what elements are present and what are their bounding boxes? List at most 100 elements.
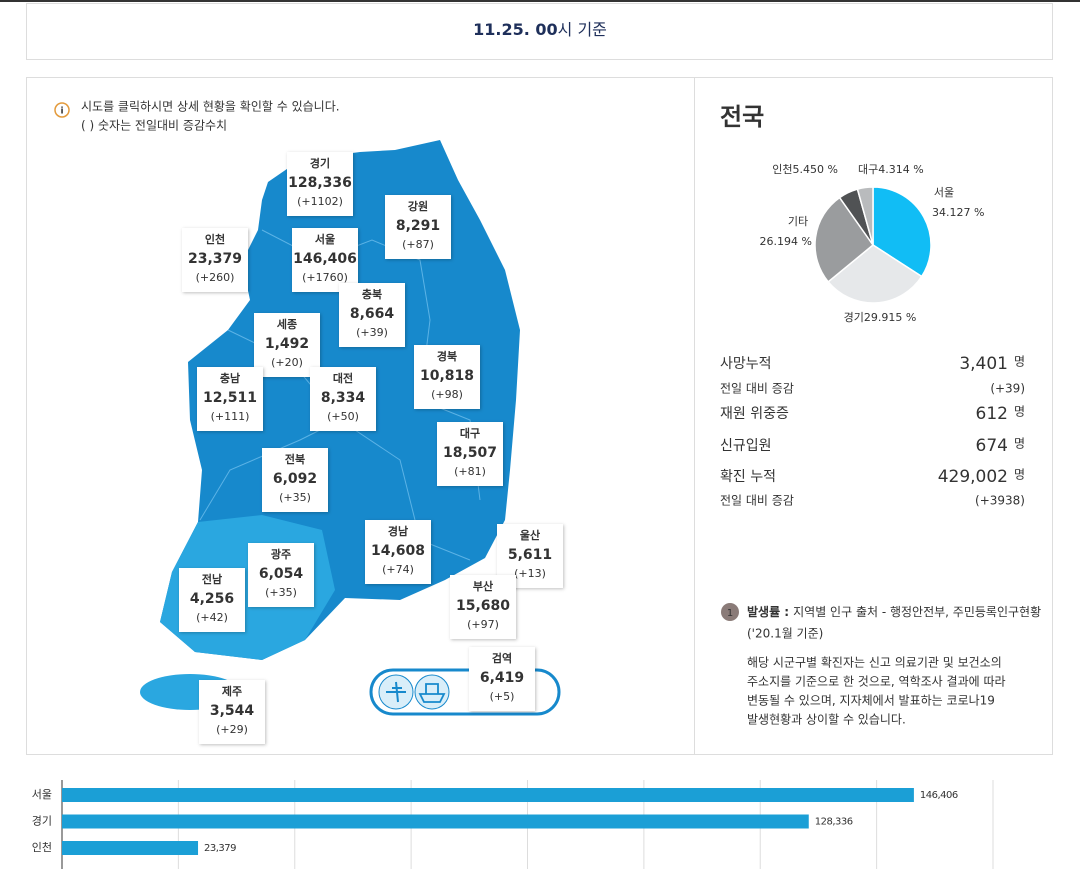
region-change: (+20): [271, 356, 303, 369]
pie-slice: [814, 196, 875, 283]
bar: [62, 841, 199, 855]
pie-slice: [827, 244, 923, 304]
region-label[interactable]: 대전 8,334 (+50): [310, 367, 376, 431]
region-label-box: [179, 568, 245, 632]
region-change: (+50): [327, 410, 359, 423]
region-label-box: [469, 647, 535, 711]
bar-value-label: 128,336: [815, 817, 853, 828]
region-change: (+111): [211, 410, 250, 423]
region-change: (+5): [490, 690, 515, 703]
region-count: 15,680: [456, 598, 510, 614]
region-label-box: [199, 680, 265, 744]
region-change: (+29): [216, 723, 248, 736]
region-count: 6,092: [273, 471, 317, 487]
region-change: (+39): [356, 326, 388, 339]
region-label[interactable]: 서울 146,406 (+1760): [292, 228, 358, 292]
region-label[interactable]: 경기 128,336 (+1102): [287, 152, 353, 216]
region-name: 충북: [362, 287, 382, 301]
region-count: 1,492: [265, 336, 309, 352]
region-label[interactable]: 검역 6,419 (+5): [469, 647, 535, 711]
region-count: 14,608: [371, 543, 425, 559]
region-name: 서울: [315, 232, 335, 246]
main-panel: [26, 77, 1053, 755]
pie-slice: [856, 186, 874, 246]
region-label[interactable]: 부산 15,680 (+97): [450, 575, 516, 639]
note: 시도를 클릭하시면 상세 현황을 확인할 수 있습니다.: [81, 100, 340, 114]
top-edge: [0, 0, 1080, 2]
footnote-term: 발생률 :: [747, 604, 789, 619]
bar: [62, 788, 914, 802]
region-label-box: [339, 283, 405, 347]
region-label[interactable]: 전북 6,092 (+35): [262, 448, 328, 512]
region-name: 대전: [333, 371, 353, 385]
region-name: 인천: [205, 232, 225, 246]
stat-unit: 명: [1014, 437, 1025, 451]
stat-value: 3,401: [959, 354, 1008, 374]
footnote-basis: ('20.1월 기준): [747, 627, 823, 641]
region-label-box: [450, 575, 516, 639]
region-count: 10,818: [420, 368, 474, 384]
region-label[interactable]: 전남 4,256 (+42): [179, 568, 245, 632]
pie-label-value: 29.915 %: [864, 311, 916, 324]
region-count: 8,334: [321, 390, 366, 406]
region-count: 5,611: [508, 547, 552, 563]
note: ( ) 숫자는 전일대비 증감수치: [81, 119, 227, 133]
region-count: 8,664: [350, 306, 395, 322]
region-label-box: [182, 228, 248, 292]
pie-label-value: 26.194 %: [760, 235, 812, 248]
region-label[interactable]: 세종 1,492 (+20): [254, 313, 320, 377]
region-label-box: [385, 195, 451, 259]
region-name: 경남: [388, 524, 408, 538]
region-count: 128,336: [288, 175, 352, 191]
region-name: 강원: [408, 199, 428, 213]
bar: [62, 814, 809, 829]
region-change: (+42): [196, 611, 228, 624]
region-label[interactable]: 경북 10,818 (+98): [414, 345, 480, 409]
header-box: [26, 3, 1053, 60]
stat-value: 612: [976, 404, 1008, 424]
stat-label: 사망누적: [720, 356, 772, 372]
region-change: (+97): [467, 618, 499, 631]
bar-value-label: 23,379: [204, 843, 236, 854]
pie-label-name: 경기: [844, 311, 864, 324]
region-label[interactable]: 제주 3,544 (+29): [199, 680, 265, 744]
stat-unit: 명: [1014, 405, 1025, 419]
pie-label-name: 인천: [772, 162, 792, 176]
stat-sub-label: 전일 대비 증감: [720, 494, 794, 508]
region-label[interactable]: 충남 12,511 (+111): [197, 367, 263, 431]
pie-label-value: 34.127 %: [932, 206, 984, 219]
region-name: 세종: [277, 317, 297, 331]
y-tick-label: 인천: [32, 840, 52, 854]
region-label[interactable]: 광주 6,054 (+35): [248, 543, 314, 607]
region-name: 경북: [437, 349, 457, 363]
region-label[interactable]: 경남 14,608 (+74): [365, 520, 431, 584]
region-change: (+1760): [302, 271, 348, 284]
region-label[interactable]: 강원 8,291 (+87): [385, 195, 451, 259]
region-label[interactable]: 충북 8,664 (+39): [339, 283, 405, 347]
boundary: [339, 419, 471, 561]
ship-glyph: [418, 683, 446, 703]
footnote-number: 1: [727, 608, 733, 619]
region-name: 제주: [222, 684, 242, 698]
stat-unit: 명: [1014, 468, 1025, 482]
region-change: (+35): [279, 491, 311, 504]
pie-label-name: 서울: [934, 186, 954, 199]
y-tick-label: 서울: [32, 788, 52, 801]
pie-label: 대구4.314 %: [858, 163, 924, 176]
region-name: 전북: [285, 452, 305, 466]
footnote-line: 주소지를 기준으로 한 것으로, 역학조사 결과에 따라: [747, 675, 1006, 689]
national-title: 전국: [720, 103, 764, 131]
region-label[interactable]: 대구 18,507 (+81): [437, 422, 503, 486]
header-suffix: 시 기준: [558, 20, 607, 39]
pie-label: 경기29.915 %: [844, 311, 917, 324]
header-text: 11.25. 00시 기준: [473, 20, 607, 39]
region-change: (+87): [402, 238, 434, 251]
region-name: 전남: [202, 572, 222, 586]
region-label[interactable]: 인천 23,379 (+260): [182, 228, 248, 292]
info-icon-mark: i: [60, 107, 63, 117]
stat-sub-value: (+39): [990, 382, 1025, 396]
stat-unit: 명: [1014, 355, 1025, 369]
region-name: 광주: [271, 548, 291, 561]
region-name: 대구: [460, 426, 480, 440]
